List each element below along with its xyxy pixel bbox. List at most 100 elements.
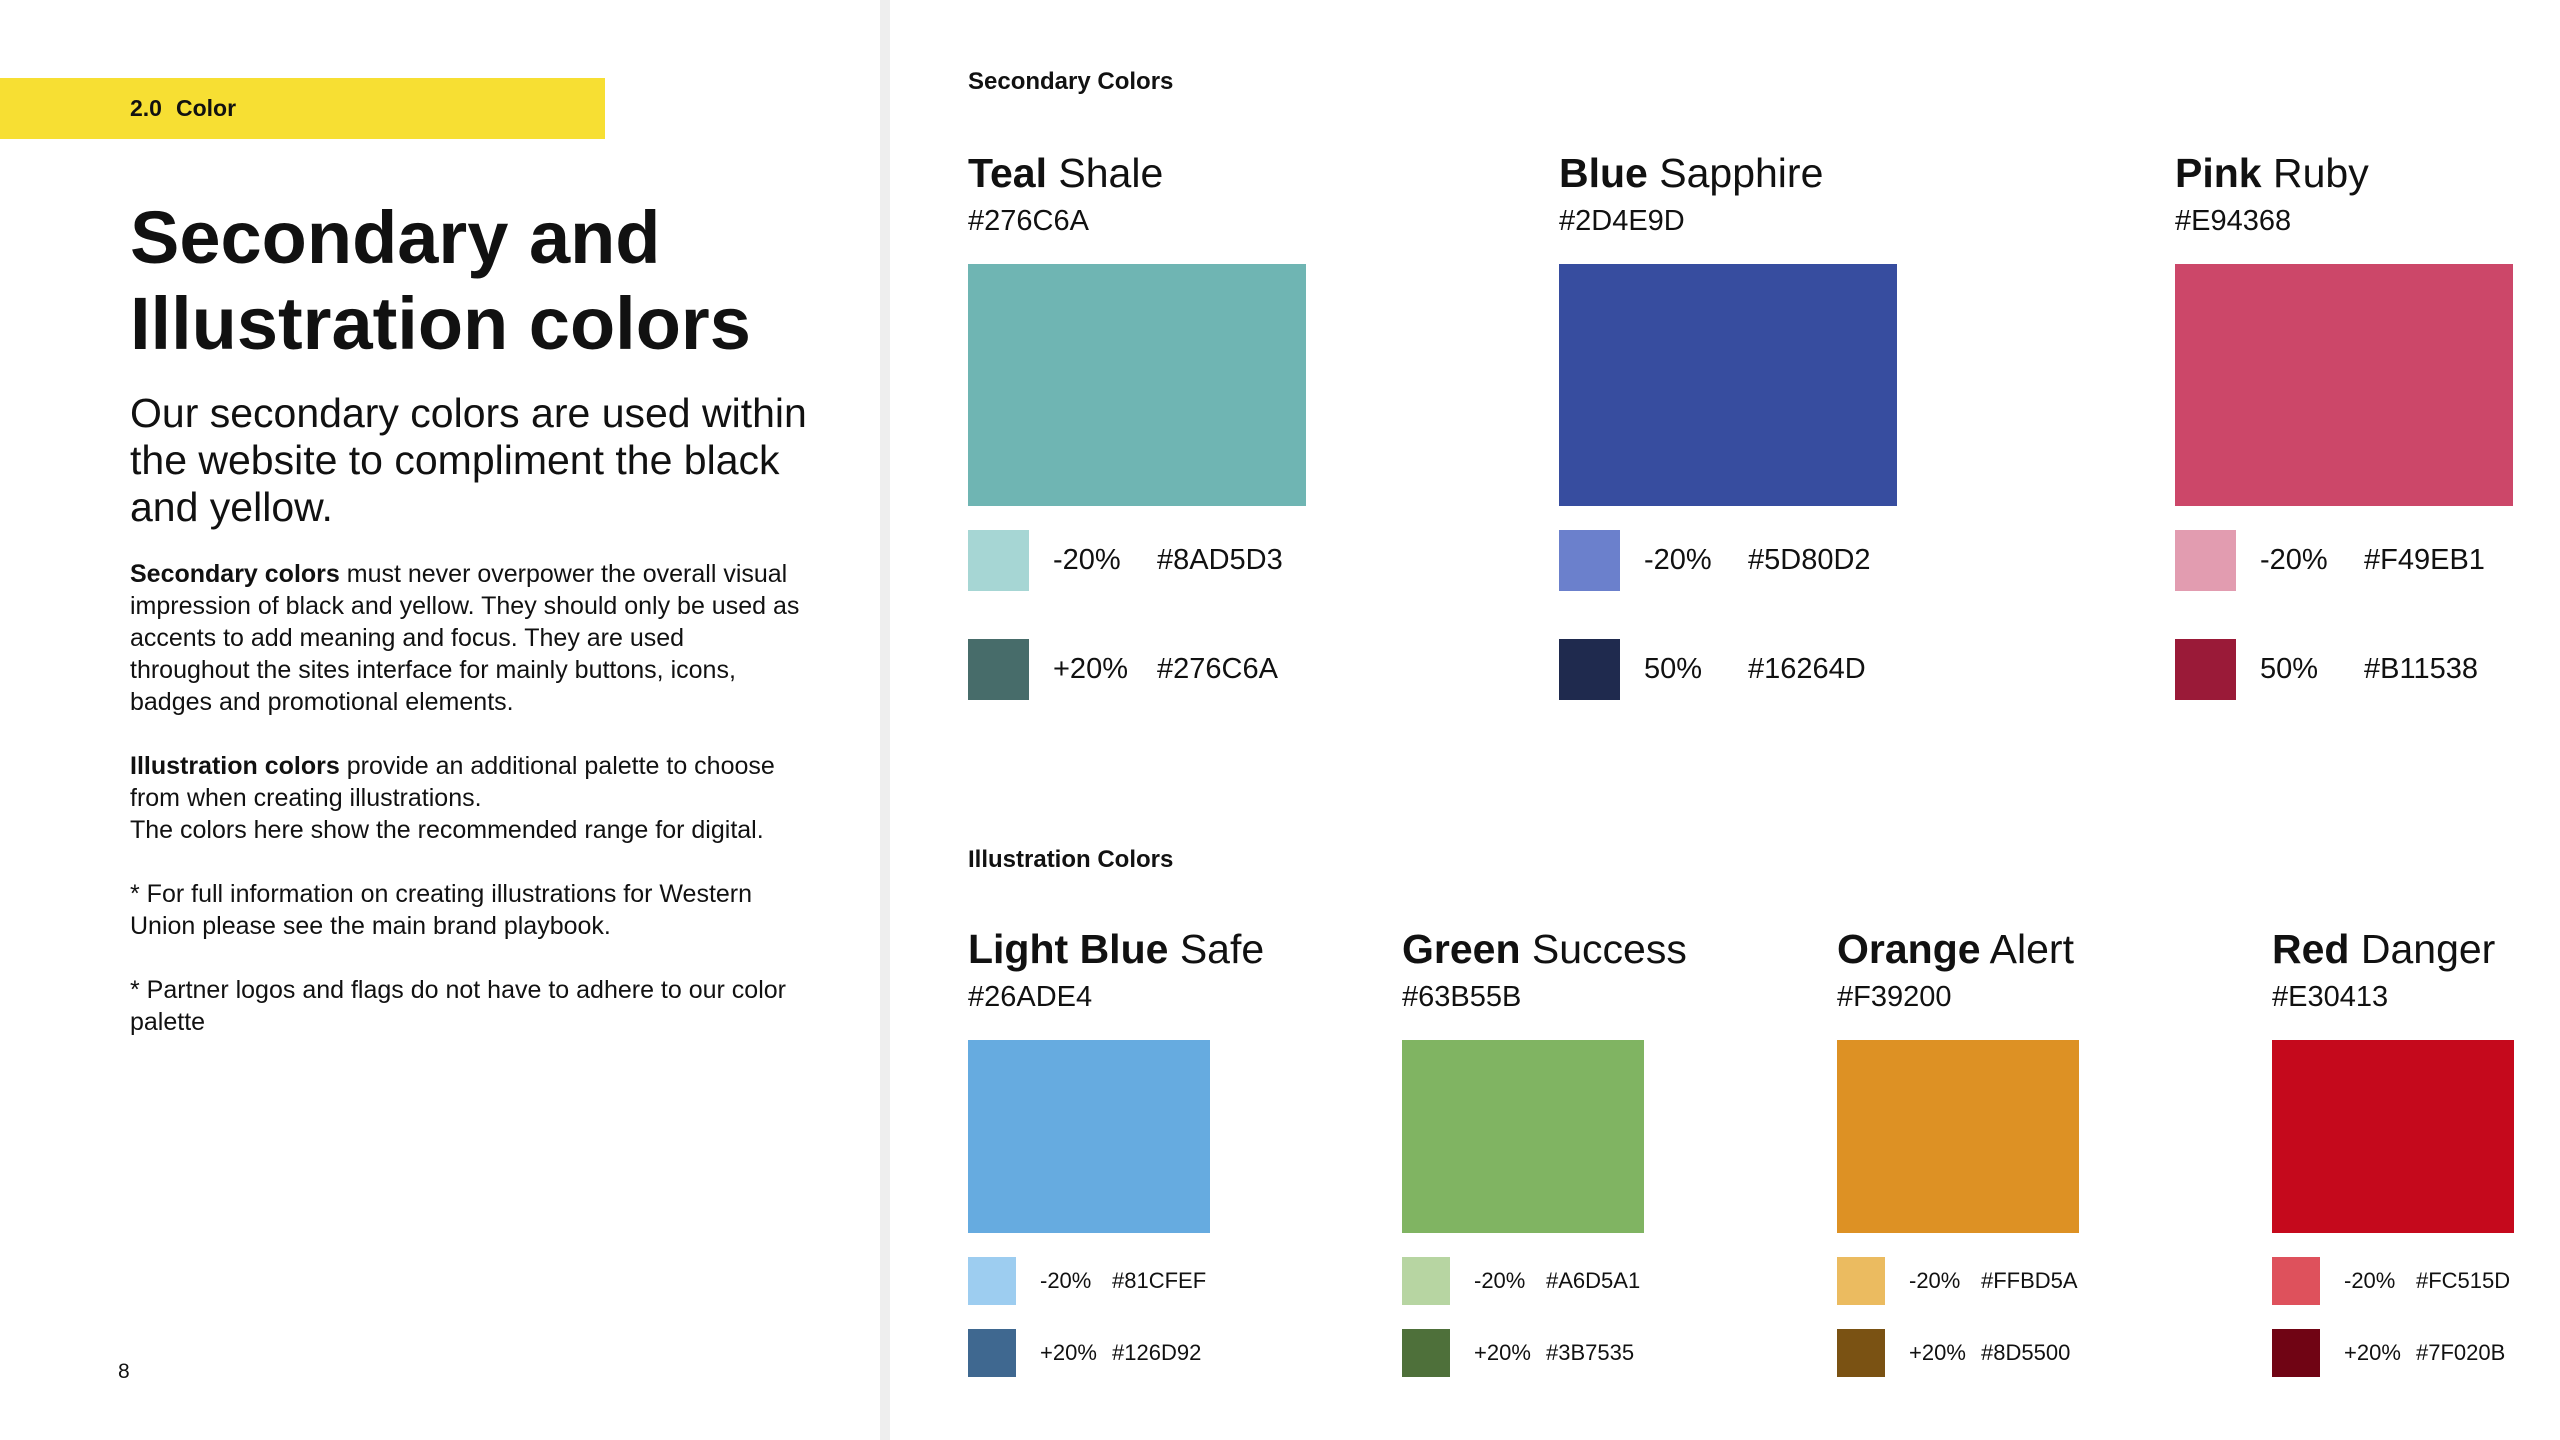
color-name: Pink Ruby: [2175, 150, 2369, 196]
tint-hex: #126D92: [1112, 1340, 1202, 1365]
color-swatch: [1559, 264, 1897, 506]
tint-swatch: [2175, 530, 2236, 591]
tint-swatch: [968, 1329, 1016, 1377]
tint-hex: #FFBD5A: [1981, 1268, 2078, 1293]
color-card-orange-alert: Orange Alert #F39200 -20% #FFBD5A +20% #…: [1837, 926, 2079, 1377]
tint-percent: -20%: [1053, 544, 1121, 576]
lead-paragraph: Our secondary colors are used within the…: [130, 390, 807, 530]
color-swatch: [2175, 264, 2513, 506]
color-name: Red Danger: [2272, 926, 2496, 972]
color-card-green-success: Green Success #63B55B -20% #A6D5A1 +20% …: [1402, 926, 1687, 1377]
tint-percent: -20%: [1040, 1268, 1092, 1293]
tint-row-light: -20% #A6D5A1: [1402, 1257, 1687, 1305]
tint-swatch: [2272, 1257, 2320, 1305]
illustration-colors-description: provide an additional palette to choose …: [130, 752, 775, 812]
color-name: Blue Sapphire: [1559, 150, 1824, 196]
color-hex: #F39200: [1837, 981, 1952, 1013]
tint-row-dark: 50% #16264D: [1559, 639, 1897, 700]
color-card-pink-ruby: Pink Ruby #E94368 -20% #F49EB1 50% #B115…: [2175, 150, 2513, 700]
tint-swatch: [968, 530, 1029, 591]
tint-row-dark: +20% #8D5500: [1837, 1329, 2079, 1377]
page-title-line2: Illustration colors: [130, 282, 751, 365]
color-name: Teal Shale: [968, 150, 1164, 196]
color-name: Green Success: [1402, 926, 1687, 972]
tint-percent: -20%: [1909, 1268, 1961, 1293]
tint-percent: +20%: [1474, 1340, 1531, 1365]
tint-swatch: [968, 1257, 1016, 1305]
tint-row-light: -20% #FC515D: [2272, 1257, 2514, 1305]
tint-swatch: [1402, 1257, 1450, 1305]
tint-row-light: -20% #5D80D2: [1559, 530, 1897, 591]
page-divider: [880, 0, 890, 1440]
tint-swatch: [2175, 639, 2236, 700]
tint-row-dark: +20% #7F020B: [2272, 1329, 2514, 1377]
tint-percent: +20%: [1909, 1340, 1966, 1365]
tint-row-light: -20% #81CFEF: [968, 1257, 1264, 1305]
tint-swatch: [1402, 1329, 1450, 1377]
tint-hex: #8AD5D3: [1157, 544, 1283, 576]
tint-percent: -20%: [1644, 544, 1712, 576]
tint-swatch: [2272, 1329, 2320, 1377]
color-card-red-danger: Red Danger #E30413 -20% #FC515D +20% #7F…: [2272, 926, 2514, 1377]
tint-hex: #5D80D2: [1748, 544, 1871, 576]
secondary-colors-term: Secondary colors: [130, 560, 340, 588]
color-hex: #26ADE4: [968, 981, 1093, 1013]
tint-row-light: -20% #FFBD5A: [1837, 1257, 2079, 1305]
page-number: 8: [118, 1360, 130, 1383]
tint-percent: 50%: [2260, 653, 2319, 685]
tint-row-dark: +20% #276C6A: [968, 639, 1306, 700]
page-title-line1: Secondary and: [130, 196, 661, 279]
tint-row-light: -20% #F49EB1: [2175, 530, 2513, 591]
color-card-blue-sapphire: Blue Sapphire #2D4E9D -20% #5D80D2 50% #…: [1559, 150, 1897, 700]
tint-percent: 50%: [1644, 653, 1703, 685]
color-hex: #276C6A: [968, 205, 1089, 237]
tint-percent: +20%: [1053, 653, 1128, 685]
illustration-colors-paragraph: Illustration colors provide an additiona…: [130, 750, 810, 846]
tint-swatch: [1837, 1257, 1885, 1305]
color-card-teal-shale: Teal Shale #276C6A -20% #8AD5D3 +20% #27…: [968, 150, 1306, 700]
tint-hex: #276C6A: [1157, 653, 1278, 685]
color-swatch: [968, 264, 1306, 506]
body-copy: Secondary colors must never overpower th…: [130, 558, 810, 1070]
color-card-light-blue-safe: Light Blue Safe #26ADE4 -20% #81CFEF +20…: [968, 926, 1264, 1377]
color-hex: #E94368: [2175, 205, 2292, 237]
secondary-colors-label: Secondary Colors: [968, 68, 1174, 95]
tint-percent: +20%: [1040, 1340, 1097, 1365]
tint-hex: #A6D5A1: [1546, 1268, 1641, 1293]
partner-logos-note: * Partner logos and flags do not have to…: [130, 976, 786, 1036]
section-header-bar: 2.0 Color: [0, 78, 605, 139]
tint-percent: -20%: [2260, 544, 2328, 576]
tint-hex: #FC515D: [2416, 1268, 2511, 1293]
secondary-colors-description: must never overpower the overall visual …: [130, 560, 800, 716]
tint-hex: #B11538: [2364, 653, 2478, 685]
color-hex: #2D4E9D: [1559, 205, 1685, 237]
tint-swatch: [1559, 530, 1620, 591]
tint-row-dark: 50% #B11538: [2175, 639, 2513, 700]
section-name: Color: [175, 95, 237, 121]
color-hex: #63B55B: [1402, 981, 1522, 1013]
left-panel: 2.0 Color Secondary and Illustration col…: [0, 0, 880, 1440]
color-hex: #E30413: [2272, 981, 2389, 1013]
tint-hex: #F49EB1: [2364, 544, 2485, 576]
section-number: 2.0: [130, 95, 162, 121]
color-swatch: [1837, 1040, 2079, 1233]
tint-hex: #3B7535: [1546, 1340, 1635, 1365]
color-swatch: [1402, 1040, 1644, 1233]
color-name: Light Blue Safe: [968, 926, 1265, 972]
tint-swatch: [1837, 1329, 1885, 1377]
tint-row-dark: +20% #126D92: [968, 1329, 1264, 1377]
tint-hex: #8D5500: [1981, 1340, 2071, 1365]
illustration-playbook-note: * For full information on creating illus…: [130, 880, 753, 940]
illustration-colors-term: Illustration colors: [130, 752, 340, 780]
tint-hex: #81CFEF: [1112, 1268, 1207, 1293]
tint-hex: #7F020B: [2416, 1340, 2506, 1365]
illustration-colors-label: Illustration Colors: [968, 846, 1174, 873]
color-name: Orange Alert: [1837, 926, 2074, 972]
page-title: Secondary and Illustration colors: [130, 195, 850, 367]
tint-percent: +20%: [2344, 1340, 2401, 1365]
tint-swatch: [968, 639, 1029, 700]
tint-row-dark: +20% #3B7535: [1402, 1329, 1687, 1377]
tint-percent: -20%: [2344, 1268, 2396, 1293]
tint-hex: #16264D: [1748, 653, 1866, 685]
